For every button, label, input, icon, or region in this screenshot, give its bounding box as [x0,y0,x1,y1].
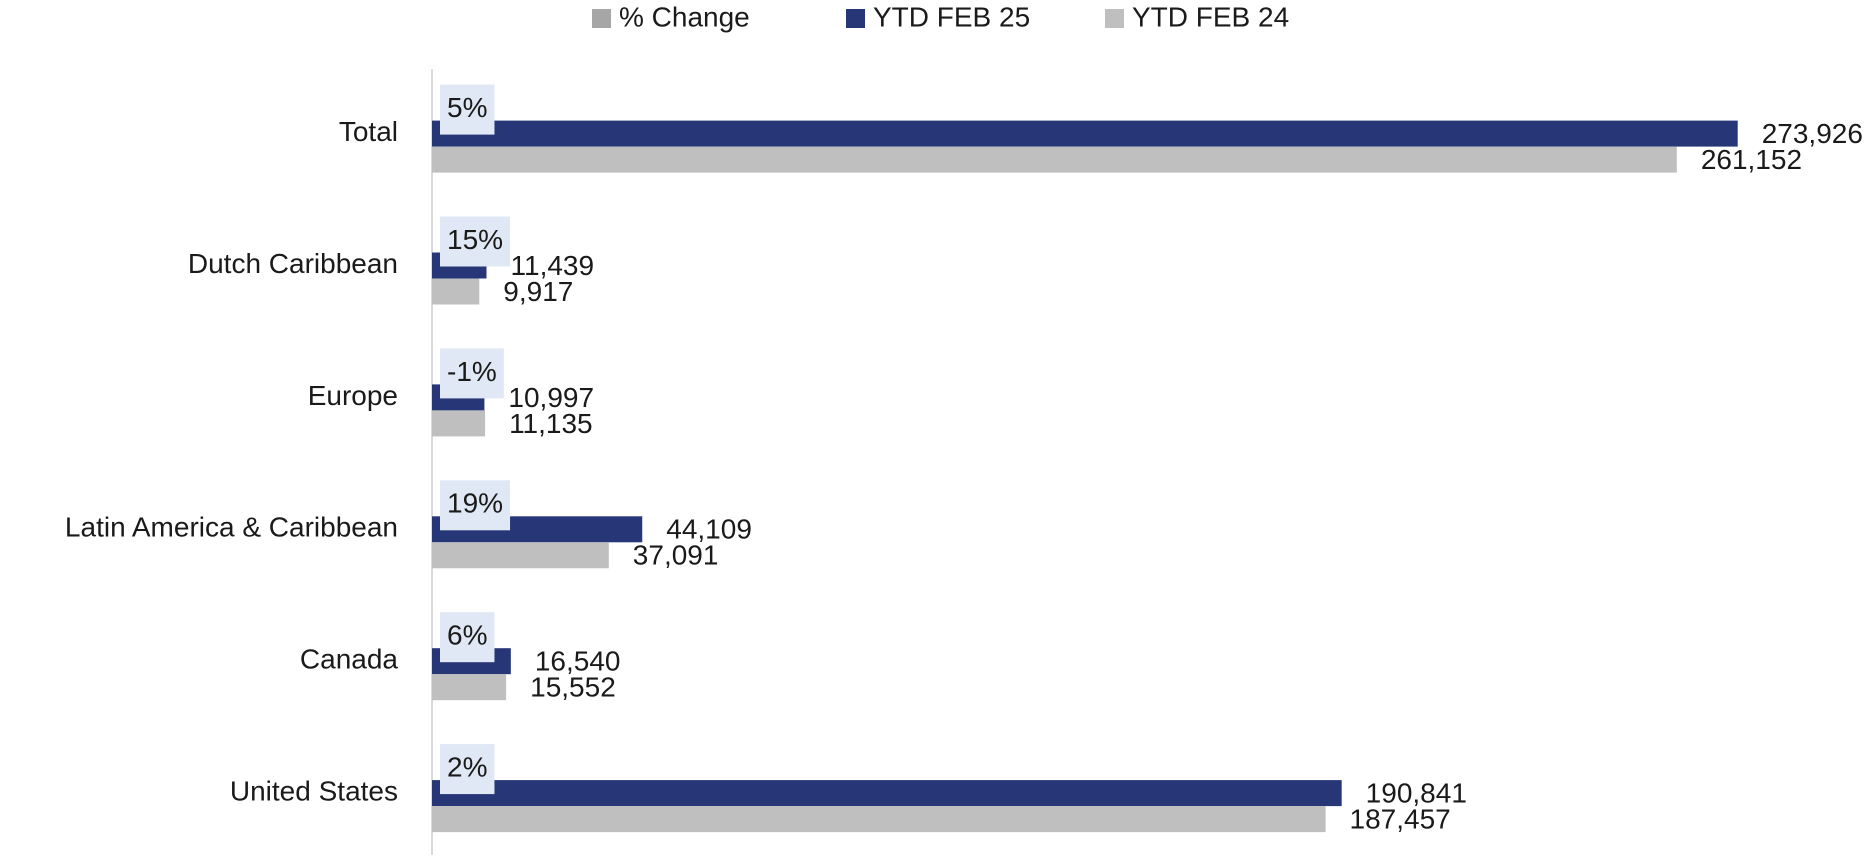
legend-swatch [592,9,611,28]
value-label: 10,997 [508,382,594,413]
value-label: 16,540 [535,646,621,677]
category-label: Canada [300,644,399,675]
value-label: 15,552 [530,672,616,703]
value-label: 9,917 [503,276,573,307]
bar [432,542,609,569]
bar [432,806,1326,833]
category-label: Dutch Caribbean [188,248,398,279]
bar [432,780,1342,807]
change-label: 6% [447,620,487,651]
value-label: 11,135 [509,408,593,439]
value-label: 187,457 [1350,803,1451,834]
bar [432,410,486,437]
bar [432,278,480,305]
change-label-box [440,612,495,663]
value-label: 261,152 [1701,144,1802,175]
change-label-box [440,216,511,267]
bar [432,674,507,701]
change-label: -1% [447,356,497,387]
value-label: 273,926 [1762,118,1863,149]
change-label-box [440,348,504,399]
bar [432,120,1738,147]
category-label: Europe [308,380,398,411]
change-label: 2% [447,751,487,782]
change-label-box [440,84,495,135]
value-label: 11,439 [511,250,595,281]
legend-label: YTD FEB 24 [1132,1,1289,32]
change-label-box [440,480,511,531]
legend-label: YTD FEB 25 [873,1,1030,32]
value-label: 190,841 [1366,777,1467,808]
legend-label: % Change [619,1,750,32]
value-label: 37,091 [633,540,719,571]
change-label-box [440,744,495,795]
value-label: 44,109 [666,514,752,545]
change-label: 5% [447,92,487,123]
category-label: Latin America & Caribbean [65,512,398,543]
legend-swatch [846,9,865,28]
change-label: 15% [447,224,503,255]
category-label: Total [339,116,398,147]
legend-swatch [1105,9,1124,28]
bar [432,146,1677,173]
category-label: United States [230,775,398,806]
change-label: 19% [447,488,503,519]
